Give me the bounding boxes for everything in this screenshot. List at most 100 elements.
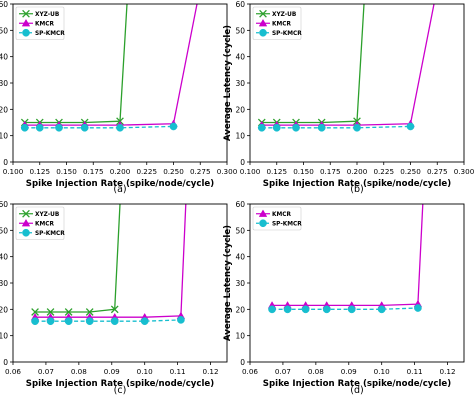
x-tick-label: 0.175 — [320, 167, 341, 176]
x-tick-label: 0.11 — [170, 367, 186, 376]
y-tick-label: 60 — [0, 200, 8, 209]
legend-label: KMCR — [35, 222, 55, 228]
axes-frame — [249, 3, 465, 163]
data-point-sp-kmcr — [317, 123, 326, 132]
y-tick-label: 10 — [0, 132, 8, 141]
y-tick-label: 50 — [0, 226, 8, 235]
data-point-sp-kmcr — [80, 123, 89, 132]
x-tick-label: 0.150 — [56, 167, 77, 176]
series-line-xyz-ub — [24, 4, 128, 124]
series-line-sp-kmcr — [24, 125, 174, 129]
x-tick-label: 0.275 — [190, 167, 211, 176]
x-tick-label: 0.125 — [29, 167, 50, 176]
data-point-sp-kmcr — [140, 317, 149, 326]
data-point-xyz-ub-stroke — [31, 308, 39, 316]
chart-panel-0: 0 10 20 30 40 50 60 0.100 0.125 0.150 0.175 0.200 0.… — [0, 0, 238, 195]
axes-frame — [12, 3, 228, 163]
data-point-sp-kmcr — [116, 123, 124, 132]
plot-area — [267, 204, 424, 314]
y-tick-label: 20 — [0, 105, 8, 114]
x-axis-label: Spike Injection Rate (spike/node/cycle) — [26, 179, 214, 189]
x-tick-label: 0.250 — [163, 167, 184, 176]
series-line-kmcr — [272, 204, 424, 307]
x-tick-label: 0.08 — [71, 367, 87, 376]
data-point-sp-kmcr — [406, 122, 415, 131]
x-axis-label: Spike Injection Rate (spike/node/cycle) — [263, 379, 451, 389]
y-tick-label: 10 — [235, 332, 245, 341]
legend-label: SP-KMCR — [272, 31, 302, 37]
data-point-sp-kmcr — [268, 305, 276, 314]
series-line-sp-kmcr — [261, 125, 411, 129]
series-line-kmcr — [35, 204, 187, 318]
x-tick-label: 0.06 — [5, 367, 21, 376]
legend-label: XYZ-UB — [35, 12, 60, 18]
y-tick-label: 50 — [235, 226, 245, 235]
plot-area — [30, 204, 187, 326]
legend-marker-stroke — [22, 209, 30, 218]
x-tick-label: 0.200 — [110, 167, 131, 176]
series-line-xyz-ub — [35, 204, 121, 313]
legend-marker — [21, 18, 31, 27]
legend-marker-stroke — [22, 9, 30, 18]
legend-marker-stroke — [259, 9, 267, 18]
x-tick-label: 0.09 — [104, 367, 120, 376]
legend: XYZ-UB KMCR SP-KMCR — [15, 6, 65, 40]
legend-marker — [259, 219, 267, 228]
x-axis-label: Spike Injection Rate (spike/node/cycle) — [263, 179, 451, 189]
data-point-xyz-ub-stroke — [46, 308, 55, 316]
legend-marker — [22, 28, 30, 37]
data-point-sp-kmcr — [177, 316, 185, 324]
data-point-sp-kmcr — [110, 317, 119, 326]
axes-frame — [12, 203, 228, 363]
legend-marker — [21, 218, 31, 227]
y-tick-label: 10 — [0, 332, 8, 341]
series-line-sp-kmcr — [35, 319, 181, 322]
data-point-xyz-ub — [85, 308, 94, 316]
x-tick-label: 0.12 — [440, 367, 456, 376]
y-tick-label: 50 — [235, 26, 245, 35]
y-tick-label: 30 — [235, 279, 245, 288]
legend-label: KMCR — [272, 22, 292, 28]
legend-label: SP-KMCR — [272, 222, 302, 228]
y-tick-label: 30 — [0, 79, 8, 88]
series-line-sp-kmcr — [272, 307, 418, 310]
y-tick-label: 20 — [0, 305, 8, 314]
legend: XYZ-UB KMCR SP-KMCR — [15, 206, 65, 240]
legend-marker — [258, 209, 268, 217]
plot-area — [20, 4, 198, 132]
y-tick-label: 0 — [3, 358, 8, 367]
y-tick-label: 0 — [3, 158, 8, 167]
y-tick-label: 0 — [240, 358, 245, 367]
x-tick-label: 0.07 — [38, 367, 54, 376]
x-tick-label: 0.200 — [347, 167, 368, 176]
data-point-sp-kmcr — [85, 317, 94, 326]
legend-marker — [259, 9, 267, 18]
legend-marker — [22, 9, 30, 18]
legend-label: XYZ-UB — [272, 12, 297, 18]
chart-panel-3: 0 10 20 30 40 50 60 0.06 0.07 0.08 0.09 0.10 0.11 0.1… — [223, 200, 465, 396]
data-point-sp-kmcr — [257, 123, 266, 132]
x-tick-label: 0.06 — [242, 367, 258, 376]
y-tick-label: 20 — [235, 105, 245, 114]
data-point-sp-kmcr — [301, 305, 310, 314]
legend-label: XYZ-UB — [35, 212, 60, 218]
legend-marker — [22, 209, 30, 218]
x-tick-label: 0.100 — [240, 167, 261, 176]
y-tick-label: 40 — [235, 53, 245, 62]
data-point-sp-kmcr — [283, 305, 292, 314]
data-point-xyz-ub — [46, 308, 55, 316]
plot-area — [257, 4, 435, 132]
panel-caption: (d) — [350, 385, 363, 396]
y-tick-label: 60 — [0, 0, 8, 9]
chart-panel-2: 0 10 20 30 40 50 60 0.06 0.07 0.08 0.09 0.10 0.11 0.1… — [0, 200, 228, 396]
legend-label: KMCR — [35, 22, 55, 28]
y-tick-label: 40 — [235, 253, 245, 262]
y-axis-label: Average Latency (cycle) — [223, 25, 233, 141]
x-tick-label: 0.275 — [427, 167, 448, 176]
data-point-sp-kmcr — [20, 123, 29, 132]
x-tick-label: 0.125 — [266, 167, 287, 176]
x-tick-label: 0.150 — [293, 167, 314, 176]
x-tick-label: 0.225 — [136, 167, 157, 176]
data-point-sp-kmcr — [292, 123, 300, 132]
